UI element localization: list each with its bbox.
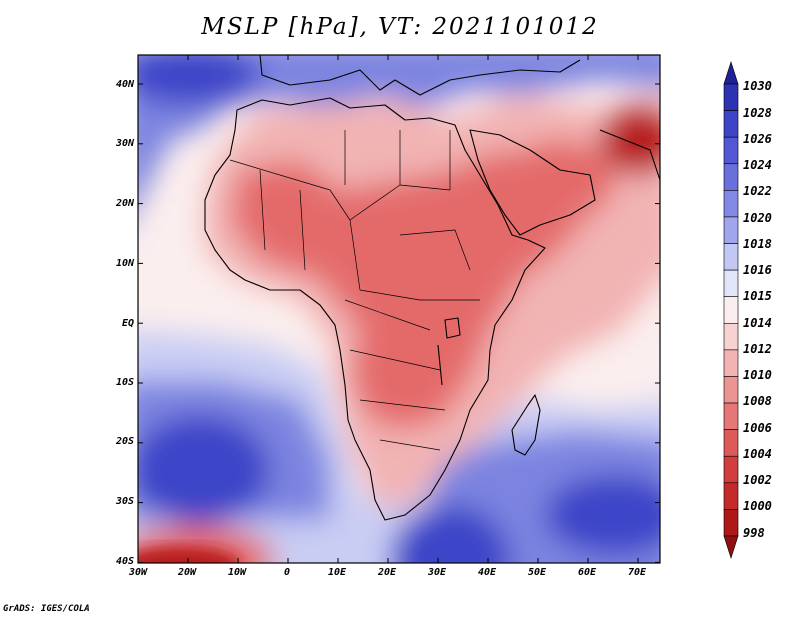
colorbar-swatch: [723, 110, 739, 138]
lake-tanganyika: [437, 344, 443, 386]
madagascar-coastline: [511, 394, 541, 456]
colorbar-label-1010: 1010: [743, 368, 772, 382]
lat-label-20s: 20S: [115, 436, 134, 447]
colorbar-swatch: [723, 296, 739, 324]
colorbar-swatch: [723, 216, 739, 244]
europe-coastline: [259, 55, 581, 96]
colorbar-swatch: [723, 429, 739, 457]
lake-victoria: [444, 317, 461, 339]
colorbar-swatch: [723, 322, 739, 351]
colorbar-swatch: [723, 376, 739, 404]
lon-label-30w: 30W: [128, 567, 148, 578]
colorbar-swatch: [723, 163, 739, 191]
colorbar-label-1002: 1002: [743, 473, 772, 487]
colorbar: [723, 61, 739, 559]
lon-label-20w: 20W: [177, 567, 197, 578]
lon-label-40e: 40E: [477, 567, 497, 578]
colorbar-label-1015: 1015: [743, 289, 772, 303]
colorbar-swatch: [723, 535, 739, 559]
colorbar-label-1016: 1016: [743, 263, 772, 277]
colorbar-label-1030: 1030: [743, 79, 772, 93]
colorbar-swatch: [723, 269, 739, 298]
lat-label-eq: EQ: [121, 318, 134, 329]
colorbar-label-1026: 1026: [743, 132, 772, 146]
footer-credit: GrADS: IGES/COLA: [3, 604, 90, 614]
colorbar-label-1024: 1024: [743, 158, 772, 172]
lon-label-0: 0: [283, 567, 291, 578]
map-frame: [137, 54, 661, 564]
lat-label-10s: 10S: [115, 377, 134, 388]
colorbar-swatch: [723, 402, 739, 430]
pressure-field: [138, 55, 660, 563]
lat-label-30s: 30S: [115, 496, 134, 507]
colorbar-label-1014: 1014: [743, 316, 772, 330]
colorbar-label-1000: 1000: [743, 499, 772, 513]
africa-coastline: [204, 97, 546, 521]
lat-label-10n: 10N: [115, 258, 134, 269]
colorbar-swatch: [723, 83, 739, 111]
country-borders: [229, 130, 480, 451]
colorbar-swatch: [723, 136, 739, 165]
colorbar-label-998: 998: [743, 526, 765, 540]
lon-label-20e: 20E: [377, 567, 397, 578]
colorbar-label-1006: 1006: [743, 421, 772, 435]
india-coastline: [599, 129, 660, 240]
lon-label-60e: 60E: [577, 567, 597, 578]
lat-label-20n: 20N: [115, 198, 134, 209]
colorbar-swatch: [723, 243, 739, 271]
colorbar-label-1008: 1008: [743, 394, 772, 408]
arabia-coastline: [469, 129, 596, 236]
chart-title: MSLP [hPa], VT: 2021101012: [201, 14, 599, 40]
colorbar-label-1020: 1020: [743, 211, 772, 225]
colorbar-swatch: [723, 349, 739, 377]
colorbar-label-1012: 1012: [743, 342, 772, 356]
colorbar-label-1004: 1004: [743, 447, 772, 461]
lon-label-10e: 10E: [327, 567, 347, 578]
colorbar-swatch: [723, 190, 739, 218]
colorbar-label-1028: 1028: [743, 106, 772, 120]
colorbar-swatch: [723, 509, 739, 537]
colorbar-label-1022: 1022: [743, 184, 772, 198]
lat-label-30n: 30N: [115, 138, 134, 149]
colorbar-swatch: [723, 455, 739, 484]
colorbar-label-1018: 1018: [743, 237, 772, 251]
lon-label-30e: 30E: [427, 567, 447, 578]
lat-label-40n: 40N: [115, 79, 134, 90]
lon-label-50e: 50E: [527, 567, 547, 578]
lon-label-70e: 70E: [627, 567, 647, 578]
lon-label-10w: 10W: [227, 567, 247, 578]
colorbar-swatch: [723, 61, 739, 85]
lat-label-40s: 40S: [115, 556, 134, 567]
colorbar-swatch: [723, 482, 739, 510]
